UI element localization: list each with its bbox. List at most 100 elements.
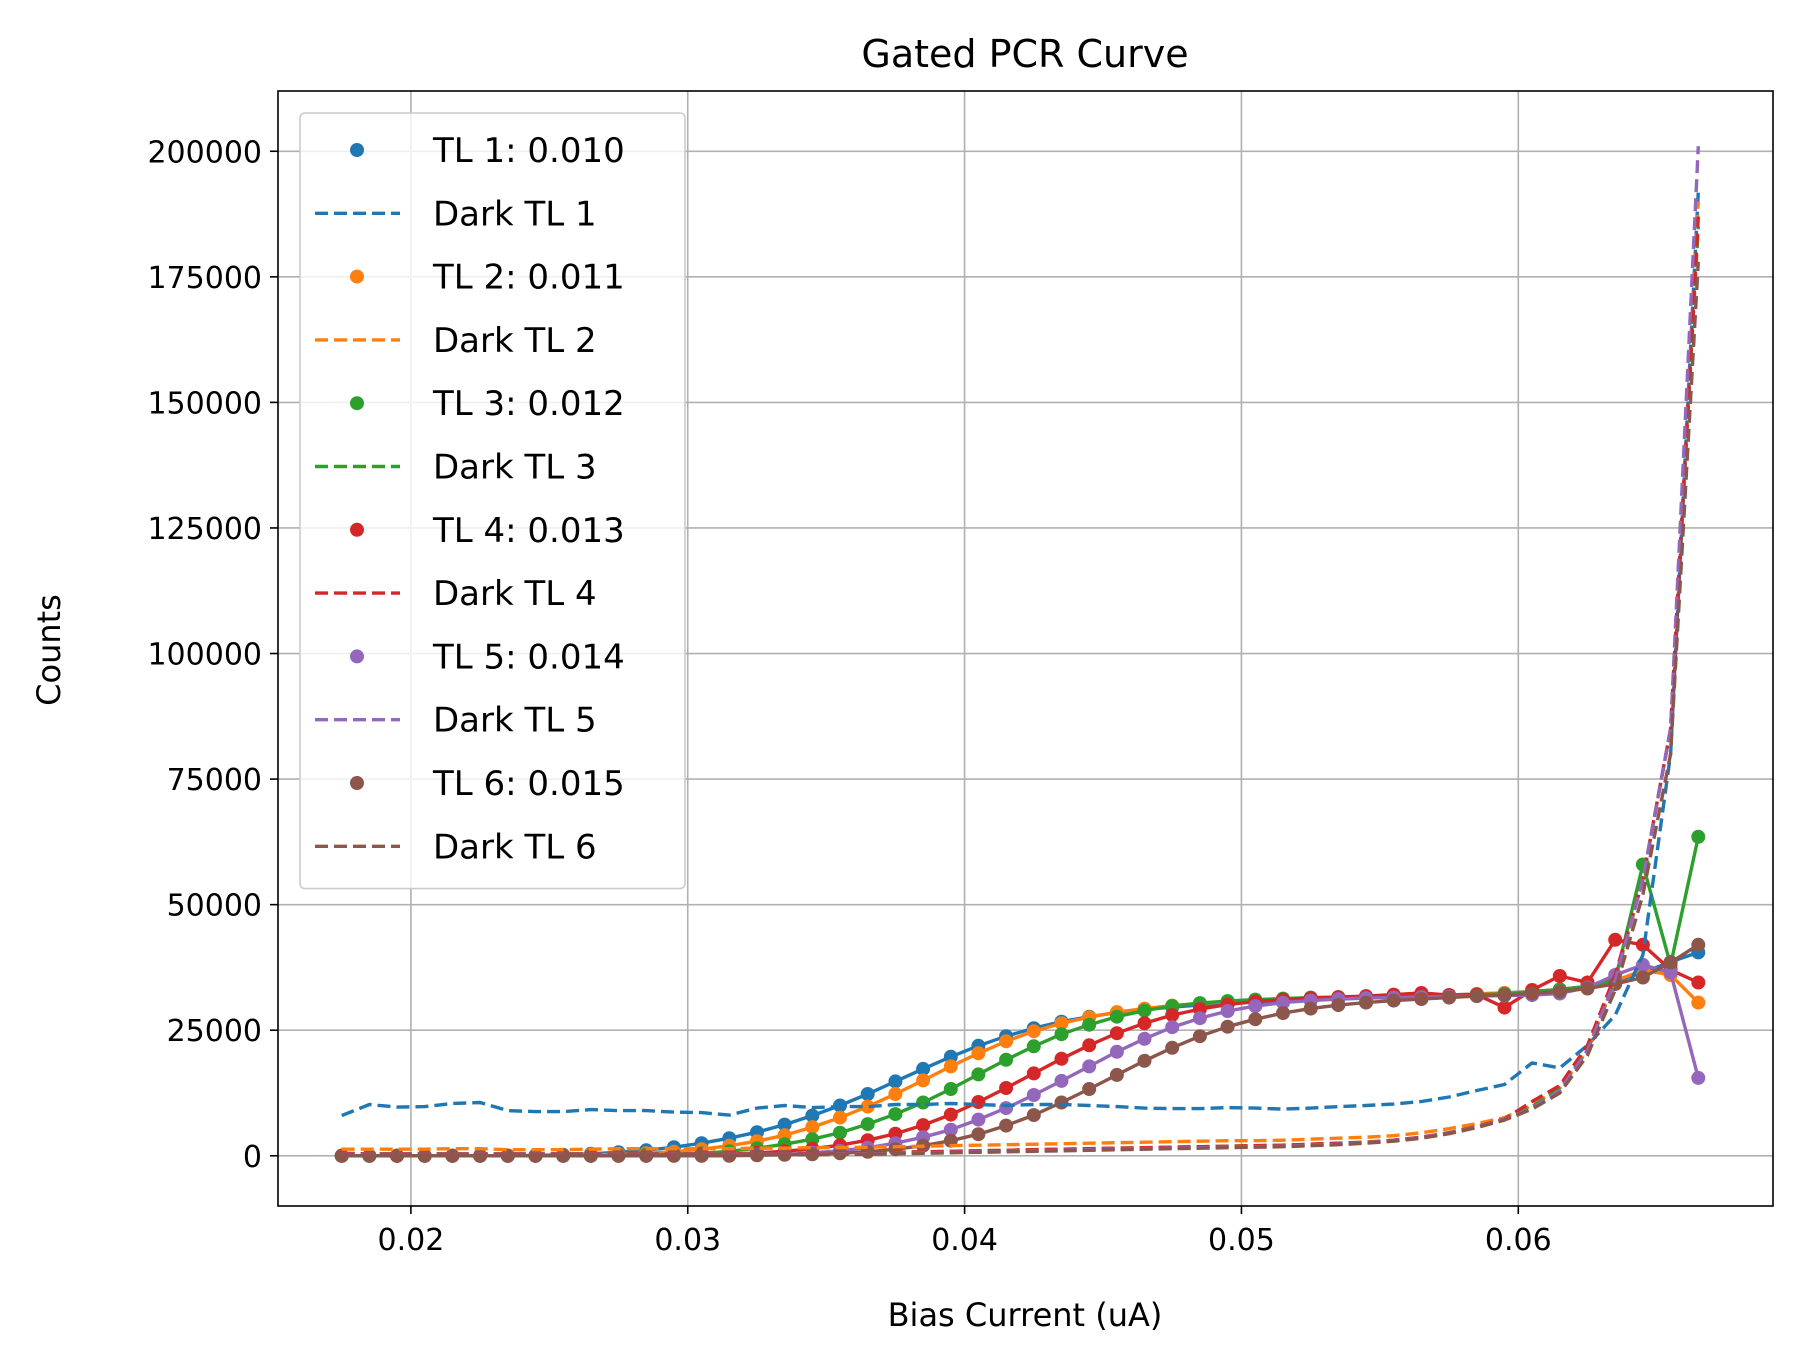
- legend-marker-swatch: [350, 649, 364, 664]
- legend-item: TL 1: 0.010: [350, 131, 625, 171]
- data-point: [1026, 1066, 1041, 1081]
- data-point: [999, 1118, 1014, 1133]
- legend-item: TL 2: 0.011: [350, 258, 625, 298]
- data-point: [750, 1148, 764, 1163]
- data-point: [888, 1074, 903, 1089]
- data-point: [1054, 1016, 1069, 1031]
- y-tick-label: 0: [243, 1140, 262, 1175]
- legend-label: Dark TL 6: [433, 827, 597, 867]
- legend-label: TL 6: 0.015: [432, 764, 625, 804]
- legend-label: TL 2: 0.011: [432, 258, 625, 298]
- data-point: [1137, 1053, 1152, 1068]
- data-point: [833, 1110, 847, 1125]
- data-point: [999, 1101, 1014, 1116]
- data-point: [999, 1081, 1014, 1095]
- legend-item: TL 5: 0.014: [350, 637, 625, 677]
- legend-marker-swatch: [350, 143, 364, 157]
- data-point: [1552, 984, 1567, 999]
- legend-item: Dark TL 1: [315, 194, 597, 234]
- legend-item: Dark TL 2: [315, 321, 597, 361]
- data-point: [1220, 1019, 1235, 1034]
- data-point: [1303, 1001, 1318, 1016]
- data-point: [1082, 1082, 1097, 1096]
- legend-item: TL 3: 0.012: [350, 384, 625, 424]
- series-dark-tl-2: [341, 201, 1700, 1152]
- data-point: [860, 1099, 875, 1114]
- data-point: [971, 1067, 986, 1082]
- data-point: [1331, 998, 1346, 1013]
- legend-marker-swatch: [350, 269, 364, 284]
- data-point: [971, 1112, 986, 1127]
- data-point: [1054, 1027, 1069, 1042]
- legend-item: Dark TL 3: [315, 448, 597, 488]
- legend-marker-swatch: [350, 396, 364, 411]
- data-point: [1414, 992, 1429, 1007]
- legend-item: Dark TL 5: [315, 701, 597, 741]
- data-point: [999, 1052, 1014, 1067]
- data-point: [916, 1095, 931, 1110]
- y-axis-label: Counts: [30, 594, 68, 706]
- legend-label: Dark TL 2: [433, 321, 597, 361]
- data-point: [1026, 1024, 1041, 1039]
- x-tick-label: 0.04: [931, 1223, 998, 1258]
- data-point: [916, 1073, 931, 1088]
- data-point: [888, 1087, 903, 1101]
- data-point: [1580, 981, 1595, 996]
- data-point: [916, 1118, 931, 1133]
- data-point: [1635, 937, 1650, 952]
- data-point: [999, 1034, 1014, 1049]
- data-point: [971, 1046, 986, 1061]
- data-point: [1525, 986, 1540, 1001]
- x-tick-label: 0.06: [1485, 1223, 1552, 1258]
- legend: TL 1: 0.010 Dark TL 1 TL 2: 0.011 Dark TL 2…: [299, 112, 686, 890]
- data-point: [971, 1127, 986, 1142]
- data-point: [1359, 995, 1373, 1010]
- legend-marker-swatch: [350, 776, 364, 790]
- data-point: [805, 1147, 820, 1162]
- data-point: [1165, 1020, 1180, 1035]
- data-point: [1026, 1088, 1041, 1102]
- data-point: [1691, 829, 1706, 844]
- legend-label: TL 5: 0.014: [432, 637, 625, 677]
- data-point: [1276, 1006, 1290, 1021]
- legend-label: TL 4: 0.013: [432, 511, 625, 551]
- y-tick-label: 50000: [167, 889, 262, 924]
- data-point: [1082, 1017, 1097, 1032]
- legend-marker-swatch: [350, 522, 364, 537]
- legend-label: TL 3: 0.012: [432, 384, 625, 424]
- y-tick-label: 100000: [147, 638, 262, 673]
- data-point: [1608, 932, 1623, 947]
- data-point: [1082, 1038, 1097, 1053]
- data-point: [1663, 965, 1678, 980]
- data-point: [943, 1059, 958, 1074]
- legend-item: TL 6: 0.015: [350, 764, 625, 804]
- y-tick-label: 200000: [147, 135, 262, 170]
- data-point: [1691, 975, 1706, 990]
- data-point: [1691, 995, 1706, 1010]
- data-point: [971, 1095, 986, 1109]
- data-point: [1109, 1044, 1124, 1059]
- legend-item: Dark TL 4: [315, 574, 597, 614]
- legend-label: Dark TL 5: [433, 701, 597, 741]
- data-point: [888, 1107, 903, 1122]
- data-point: [1109, 1009, 1124, 1024]
- data-point: [1497, 988, 1512, 1003]
- data-point: [1386, 993, 1401, 1008]
- data-point: [1635, 970, 1650, 985]
- y-tick-label: 25000: [167, 1014, 262, 1049]
- data-point: [1109, 1067, 1124, 1082]
- data-point: [1054, 1095, 1069, 1110]
- series: [334, 146, 1706, 1163]
- x-tick-label: 0.02: [377, 1223, 444, 1258]
- data-point: [1054, 1073, 1069, 1088]
- data-point: [860, 1117, 875, 1132]
- data-point: [860, 1087, 875, 1101]
- data-point: [1192, 1029, 1207, 1044]
- data-point: [943, 1122, 958, 1137]
- data-point: [1469, 989, 1484, 1004]
- data-point: [1165, 1008, 1180, 1023]
- data-point: [1276, 995, 1290, 1010]
